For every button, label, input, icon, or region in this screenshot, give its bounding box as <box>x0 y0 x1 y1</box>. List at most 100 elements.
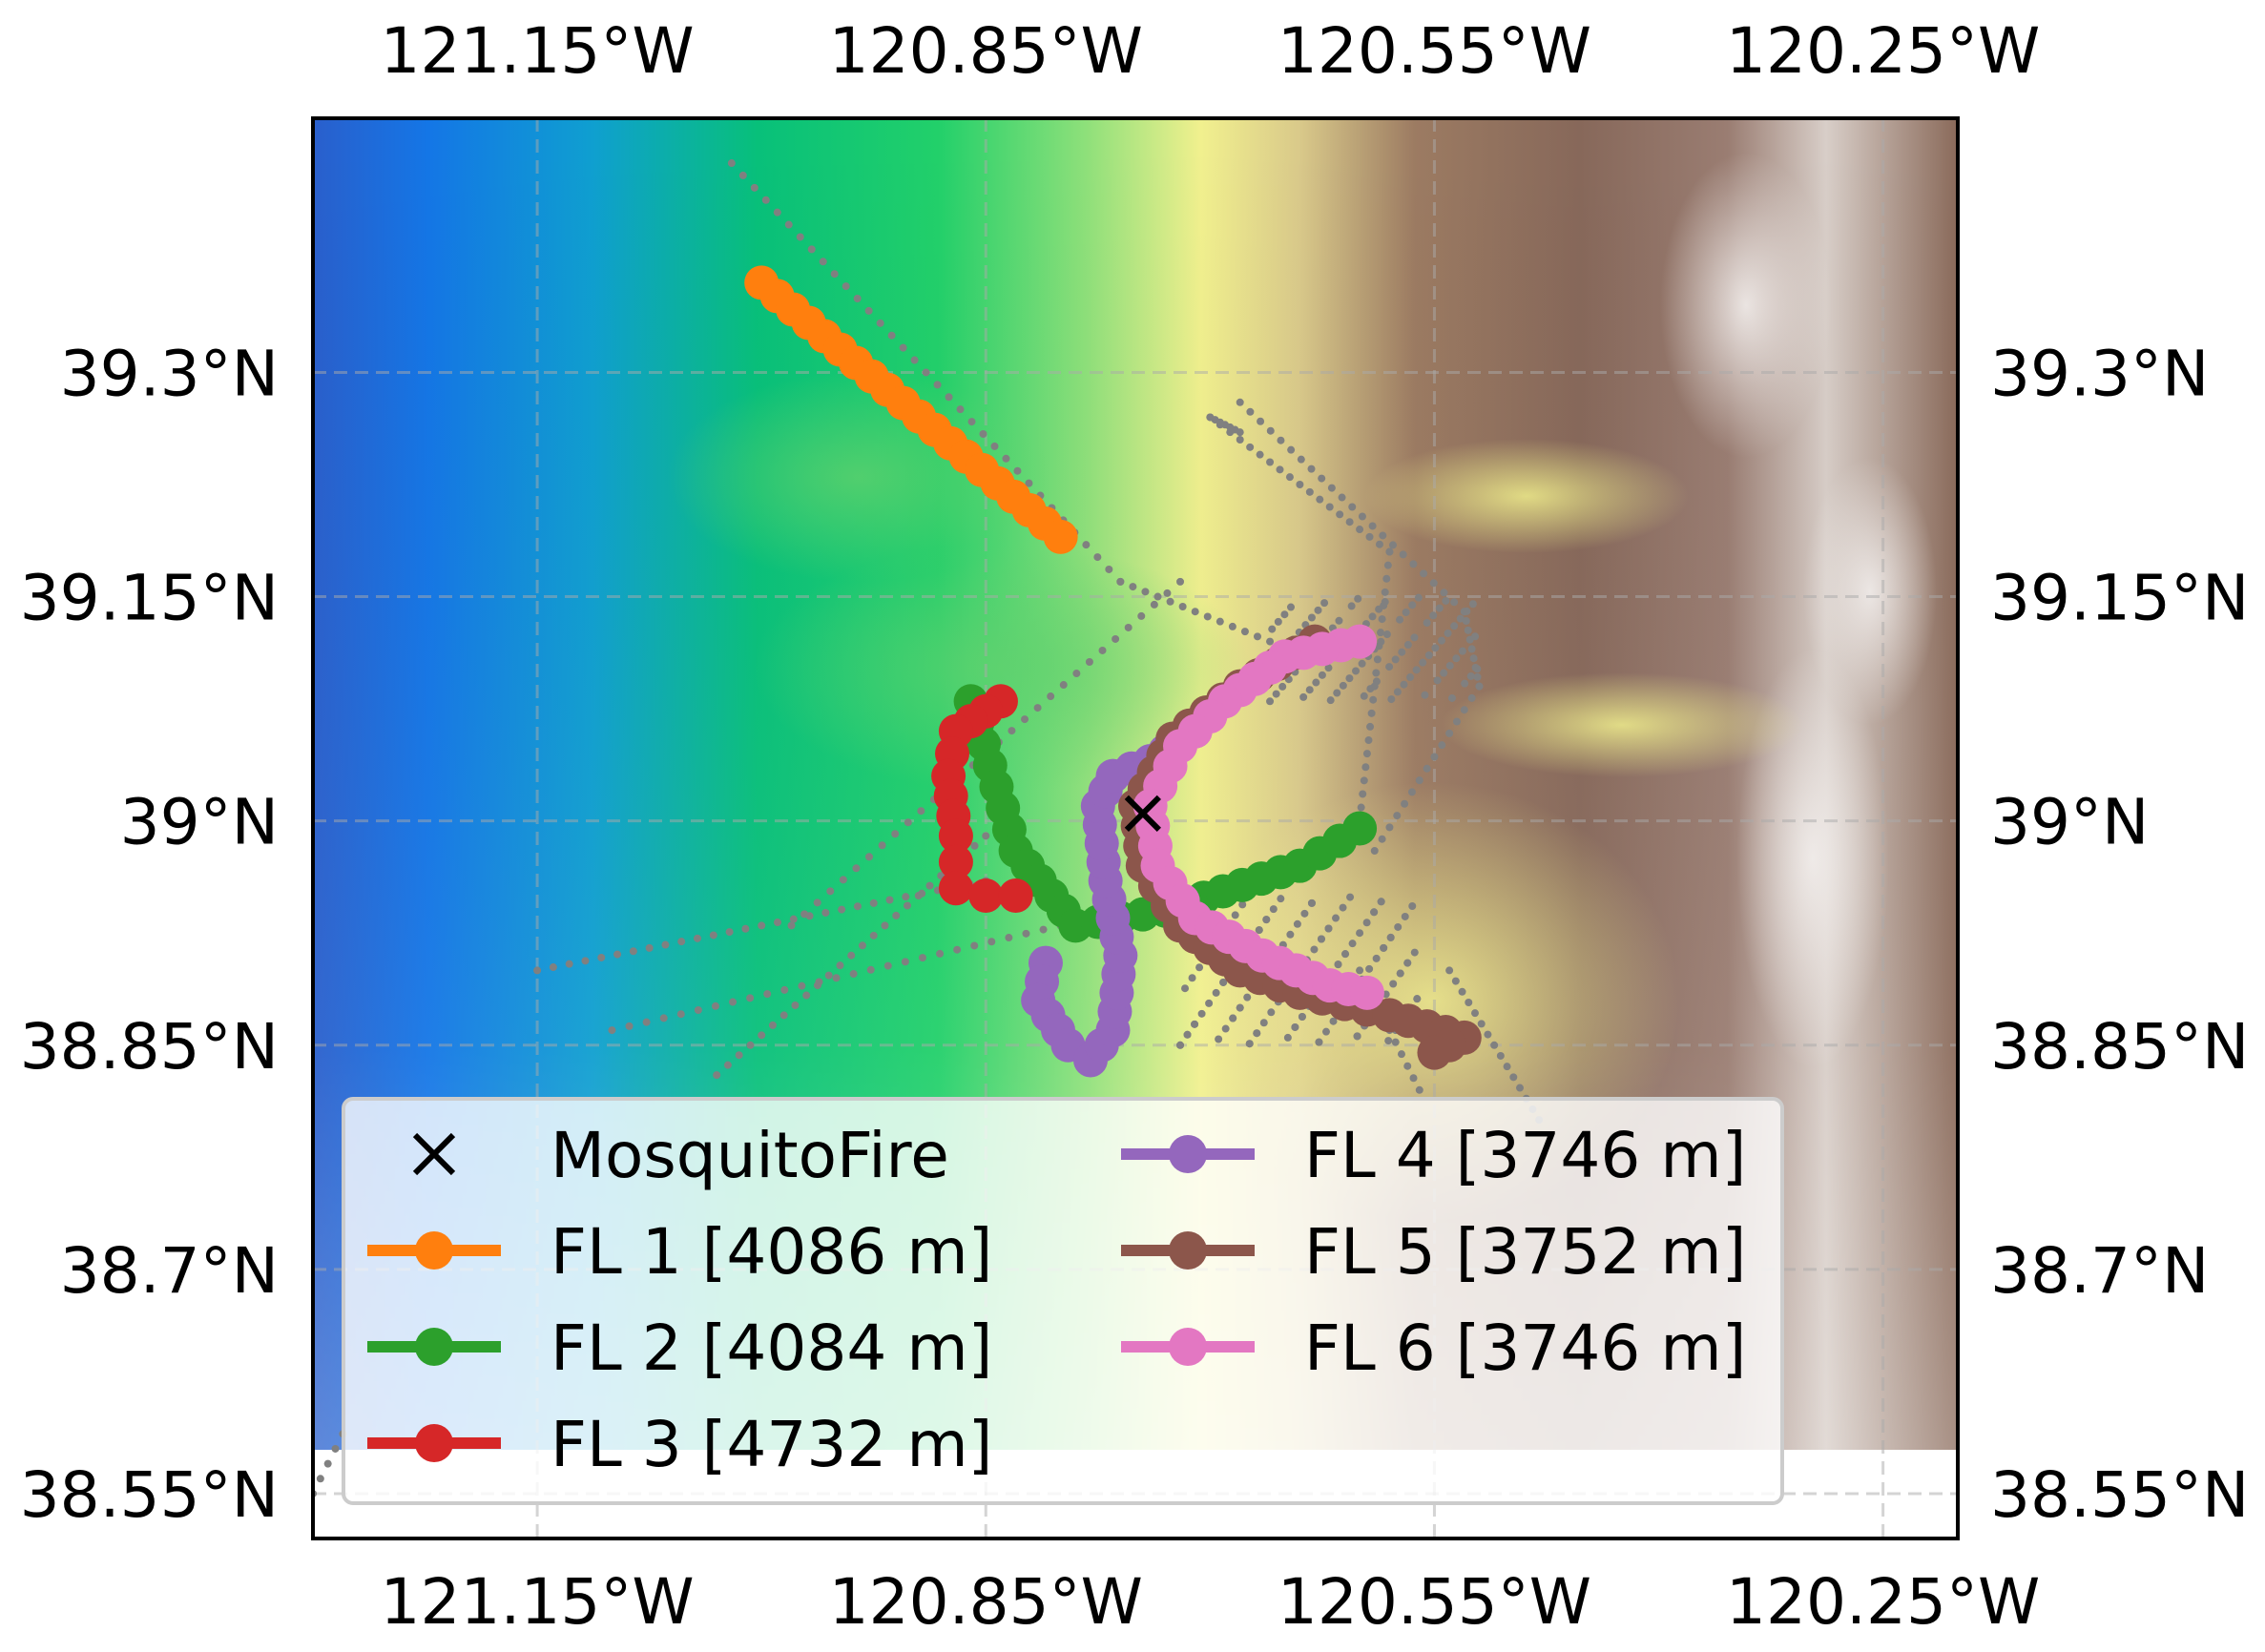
trajectory-dot <box>933 381 942 389</box>
trajectory-dot <box>1312 678 1320 687</box>
trajectory-dot <box>1315 1038 1323 1046</box>
trajectory-dot <box>1473 665 1482 673</box>
trajectory-dot <box>1360 692 1368 700</box>
trajectory-dot <box>1366 722 1375 731</box>
trajectory-dot <box>970 941 979 950</box>
trajectory-dot <box>805 912 814 920</box>
trajectory-dot <box>1321 1027 1330 1036</box>
trajectory-dot <box>1299 692 1308 701</box>
trajectory-dot <box>1382 574 1391 583</box>
trajectory-dot <box>758 921 766 930</box>
trajectory-dot <box>1141 588 1150 596</box>
trajectory-dot <box>1243 993 1252 1002</box>
trajectory-dot <box>945 393 953 402</box>
flight-leg-point <box>998 878 1033 914</box>
trajectory-dot <box>1365 532 1374 541</box>
trajectory-dot <box>1356 966 1364 975</box>
trajectory-dot <box>1477 1020 1486 1028</box>
map-frame <box>311 116 1960 1540</box>
trajectory-dot <box>1484 1030 1492 1039</box>
flight-leg-3 <box>931 684 1033 914</box>
x-tick-label-bottom: 120.25°W <box>1726 1565 2040 1639</box>
trajectory-dot <box>917 807 925 816</box>
y-tick-label-left: 39.15°N <box>20 562 279 635</box>
trajectory-dot <box>1377 637 1385 646</box>
trajectory-dot <box>1345 674 1354 683</box>
legend-marker <box>1169 1328 1207 1366</box>
trajectory-dot <box>1410 948 1419 957</box>
trajectory-dot <box>925 881 934 890</box>
trajectory-dot <box>1496 1051 1505 1060</box>
trajectory-dot <box>608 1026 616 1035</box>
x-tick-label-bottom: 120.85°W <box>829 1565 1143 1639</box>
trajectory-dot <box>1278 682 1287 691</box>
trajectory-dot <box>773 208 781 217</box>
trajectory-dot <box>1039 925 1048 934</box>
trajectory-dot <box>1318 474 1326 483</box>
trajectory-dot <box>1385 547 1394 556</box>
trajectory-dot <box>677 938 686 946</box>
trajectory-dot <box>1379 531 1387 540</box>
trajectory-dot <box>864 306 873 315</box>
trajectory-dot <box>1370 847 1379 856</box>
trajectory-dot <box>1324 924 1333 933</box>
trajectory-dot <box>1188 974 1196 982</box>
trajectory-dot <box>910 356 919 364</box>
trajectory-dot <box>694 934 702 942</box>
flight-leg-6 <box>1132 624 1384 1010</box>
trajectory-dot <box>1423 764 1431 773</box>
trajectory-dot <box>787 921 796 930</box>
trajectory-dot <box>1368 522 1377 530</box>
trajectory-dot <box>904 818 912 827</box>
trajectory-dots <box>313 159 1544 1497</box>
trajectory-dot <box>1236 428 1244 437</box>
trajectory-dot <box>1286 930 1295 939</box>
trajectory-dot <box>1346 893 1355 901</box>
trajectory-dot <box>1318 671 1326 679</box>
legend-entries: MosquitoFire FL 1 [4086 m] FL 2 [4084 m] FL… <box>367 1119 1746 1481</box>
trajectory-dot <box>1226 428 1235 437</box>
trajectory-dot <box>1219 978 1228 986</box>
trajectory-dot <box>836 961 844 970</box>
y-tick-labels-left: 39.3°N 39.15°N 39°N 38.85°N 38.7°N 38.55°N <box>20 337 279 1532</box>
trajectory-dot <box>1410 633 1419 642</box>
trajectory-dot <box>661 940 670 949</box>
trajectory-dot <box>1380 943 1388 952</box>
y-tick-label-left: 38.7°N <box>60 1234 279 1308</box>
trajectory-dot <box>1403 959 1412 967</box>
trajectory-dot <box>1378 835 1386 843</box>
trajectory-dot <box>597 953 606 961</box>
trajectory-dot <box>1212 988 1220 997</box>
trajectory-dot <box>1516 1084 1525 1092</box>
trajectory-dot <box>1025 479 1033 487</box>
trajectory-dot <box>625 1022 634 1030</box>
trajectory-dot <box>1447 693 1456 702</box>
trajectory-dot <box>1389 980 1398 988</box>
trajectory-dot <box>1450 598 1459 607</box>
trajectory-dot <box>1333 689 1341 697</box>
trajectory-dot <box>826 887 835 896</box>
trajectory-dot <box>1236 398 1244 406</box>
trajectory-dot <box>1400 680 1408 689</box>
flight-leg-point <box>1342 811 1378 846</box>
trajectory-dot <box>1352 667 1361 675</box>
trajectory-dot <box>1475 682 1484 691</box>
trajectory-dot <box>970 841 979 850</box>
trajectory-dot <box>1509 1073 1518 1082</box>
trajectory-dot <box>1274 617 1282 626</box>
trajectory-dot <box>1348 503 1357 511</box>
trajectory-dot <box>1072 670 1081 678</box>
trajectory-dot <box>1414 593 1423 602</box>
trajectory-dot <box>1367 709 1376 717</box>
trajectory-dot <box>1359 790 1367 798</box>
trajectory-dot <box>807 245 816 254</box>
trajectory-dot <box>869 898 878 907</box>
trajectory-dot <box>1216 617 1224 626</box>
trajectory-dot <box>892 911 901 919</box>
trajectory-dot <box>1468 600 1477 609</box>
trajectory-dot <box>1387 695 1396 704</box>
trajectory-dot <box>1215 1035 1223 1043</box>
trajectory-dot <box>1360 776 1368 785</box>
trajectory-dot <box>1368 612 1377 621</box>
